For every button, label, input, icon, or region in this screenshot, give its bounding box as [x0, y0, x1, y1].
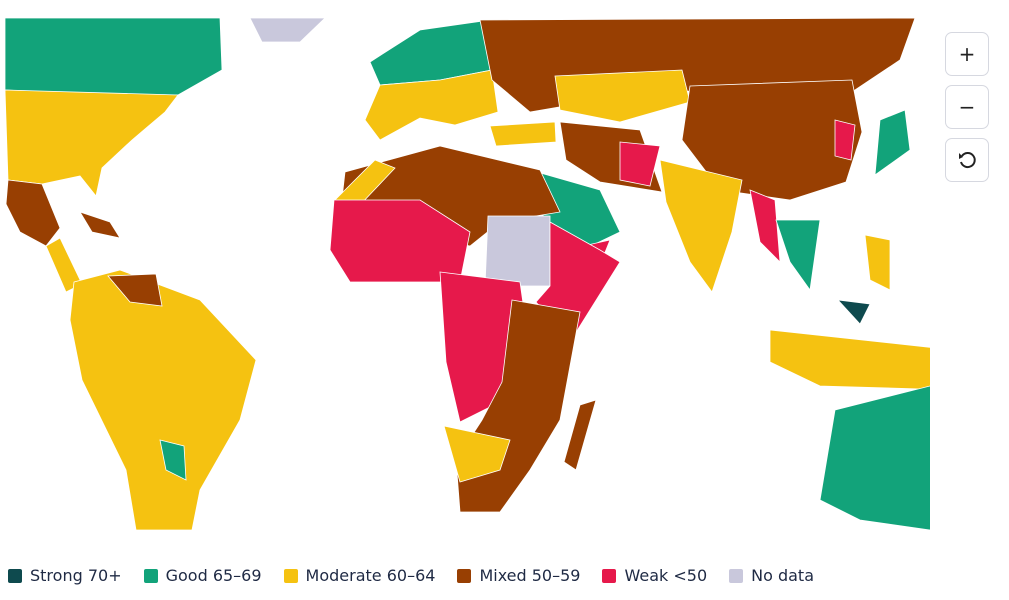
- zoom-in-button[interactable]: +: [945, 32, 989, 76]
- china: [681, 79, 863, 201]
- angola-zambia: [443, 425, 511, 483]
- turkey: [489, 121, 557, 147]
- legend-label: Strong 70+: [30, 566, 122, 585]
- reset-icon: [959, 152, 976, 169]
- legend-label: Moderate 60–64: [305, 566, 436, 585]
- japan: [874, 109, 911, 176]
- legend: Strong 70+ Good 65–69 Moderate 60–64 Mixed …: [8, 566, 836, 585]
- canada: [4, 17, 223, 96]
- paraguay: [159, 439, 187, 481]
- greenland: [249, 17, 326, 43]
- reset-button[interactable]: [945, 138, 989, 182]
- legend-swatch: [143, 568, 158, 583]
- philippines: [864, 234, 891, 291]
- afghanistan: [619, 141, 661, 187]
- zoom-out-button[interactable]: −: [945, 85, 989, 129]
- korea: [834, 119, 856, 161]
- australia: [819, 385, 930, 531]
- usa: [4, 89, 179, 197]
- vietnam: [775, 219, 821, 292]
- south-america: [69, 269, 257, 531]
- legend-label: Good 65–69: [165, 566, 262, 585]
- mexico: [5, 179, 61, 247]
- kazakhstan: [554, 69, 691, 123]
- legend-item: Mixed 50–59: [457, 566, 580, 585]
- legend-swatch: [8, 568, 22, 583]
- caribbean: [79, 211, 121, 239]
- malaysia: [836, 299, 871, 325]
- europe-south: [364, 69, 499, 141]
- legend-swatch: [283, 568, 298, 583]
- legend-swatch: [729, 568, 744, 583]
- venezuela: [107, 273, 163, 307]
- legend-swatch: [602, 568, 617, 583]
- myanmar: [749, 189, 781, 264]
- legend-swatch: [457, 568, 472, 583]
- sudan: [484, 215, 551, 287]
- world-map: [4, 17, 930, 531]
- legend-item: Moderate 60–64: [283, 566, 436, 585]
- legend-item: No data: [729, 566, 814, 585]
- legend-label: No data: [751, 566, 815, 585]
- legend-item: Weak <50: [602, 566, 707, 585]
- legend-label: Weak <50: [624, 566, 708, 585]
- madagascar: [563, 399, 597, 471]
- indonesia: [769, 329, 930, 390]
- legend-label: Mixed 50–59: [479, 566, 581, 585]
- legend-item: Good 65–69: [143, 566, 262, 585]
- legend-item: Strong 70+: [8, 566, 122, 585]
- india: [659, 159, 743, 293]
